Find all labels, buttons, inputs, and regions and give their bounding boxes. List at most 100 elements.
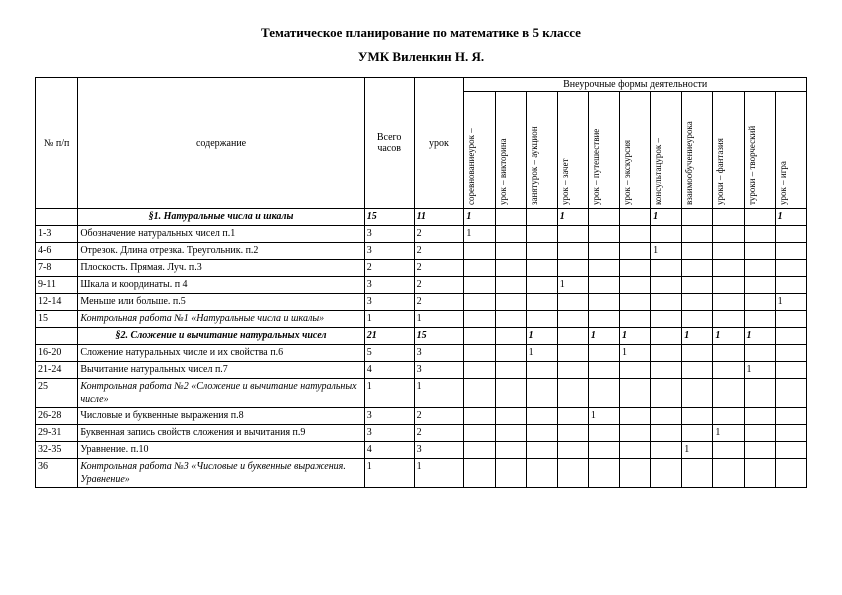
cell-form xyxy=(526,226,557,243)
cell-form xyxy=(464,408,495,425)
cell-total: 1 xyxy=(364,459,414,488)
cell-form xyxy=(744,243,775,260)
cell-lesson: 2 xyxy=(414,226,464,243)
cell-form: 1 xyxy=(526,328,557,345)
cell-form: 1 xyxy=(588,408,619,425)
cell-num: 7-8 xyxy=(36,260,78,277)
cell-form xyxy=(682,226,713,243)
cell-total: 15 xyxy=(364,209,414,226)
cell-form: 1 xyxy=(775,209,806,226)
cell-lesson: 15 xyxy=(414,328,464,345)
cell-form xyxy=(557,362,588,379)
cell-form xyxy=(526,408,557,425)
cell-form xyxy=(744,294,775,311)
table-row: §1. Натуральные числа и шкалы15111111 xyxy=(36,209,807,226)
cell-content: Контрольная работа №2 «Сложение и вычита… xyxy=(78,379,364,408)
cell-form xyxy=(557,226,588,243)
cell-num: 29-31 xyxy=(36,425,78,442)
cell-form xyxy=(495,311,526,328)
cell-form: 1 xyxy=(557,277,588,294)
header-form-2: занятурок – аукцион xyxy=(526,92,557,209)
cell-form xyxy=(588,209,619,226)
table-row: 21-24Вычитание натуральных чисел п.7431 xyxy=(36,362,807,379)
cell-form xyxy=(744,209,775,226)
page-title: Тематическое планирование по математике … xyxy=(35,25,807,41)
cell-form xyxy=(588,311,619,328)
cell-form: 1 xyxy=(713,425,744,442)
cell-form xyxy=(620,459,651,488)
table-row: 15Контрольная работа №1 «Натуральные чис… xyxy=(36,311,807,328)
header-forms-group: Внеурочные формы деятельности xyxy=(464,78,807,92)
cell-num: 36 xyxy=(36,459,78,488)
cell-form xyxy=(682,425,713,442)
cell-form xyxy=(775,408,806,425)
cell-total: 3 xyxy=(364,277,414,294)
cell-form xyxy=(620,425,651,442)
cell-form xyxy=(526,294,557,311)
cell-form xyxy=(620,209,651,226)
cell-lesson: 2 xyxy=(414,425,464,442)
cell-lesson: 2 xyxy=(414,408,464,425)
cell-form xyxy=(682,260,713,277)
cell-form xyxy=(775,260,806,277)
cell-form xyxy=(526,209,557,226)
cell-form xyxy=(526,442,557,459)
cell-num: 16-20 xyxy=(36,345,78,362)
cell-form xyxy=(744,425,775,442)
header-form-7: взаимообучениеурока xyxy=(682,92,713,209)
cell-form xyxy=(495,345,526,362)
header-form-3: урок – зачет xyxy=(557,92,588,209)
cell-form xyxy=(713,442,744,459)
cell-form xyxy=(744,408,775,425)
cell-content: Шкала и координаты. п 4 xyxy=(78,277,364,294)
cell-total: 21 xyxy=(364,328,414,345)
cell-form xyxy=(620,260,651,277)
cell-form: 1 xyxy=(651,209,682,226)
header-lesson: урок xyxy=(414,78,464,209)
cell-form xyxy=(620,379,651,408)
cell-form xyxy=(713,311,744,328)
cell-form xyxy=(775,345,806,362)
cell-total: 3 xyxy=(364,425,414,442)
cell-num: 4-6 xyxy=(36,243,78,260)
cell-form xyxy=(495,328,526,345)
cell-form xyxy=(557,425,588,442)
cell-lesson: 3 xyxy=(414,442,464,459)
cell-form xyxy=(495,226,526,243)
cell-form xyxy=(682,408,713,425)
cell-lesson: 2 xyxy=(414,243,464,260)
table-row: 29-31Буквенная запись свойств сложения и… xyxy=(36,425,807,442)
cell-form xyxy=(713,379,744,408)
planning-table: № п/п содержание Всего часов урок Внеуро… xyxy=(35,77,807,488)
cell-total: 5 xyxy=(364,345,414,362)
cell-lesson: 1 xyxy=(414,379,464,408)
cell-form xyxy=(682,379,713,408)
cell-form: 1 xyxy=(713,328,744,345)
cell-form xyxy=(651,328,682,345)
cell-form xyxy=(651,311,682,328)
table-row: 36Контрольная работа №3 «Числовые и букв… xyxy=(36,459,807,488)
table-row: 25Контрольная работа №2 «Сложение и вычи… xyxy=(36,379,807,408)
cell-form xyxy=(620,408,651,425)
cell-num xyxy=(36,328,78,345)
cell-form xyxy=(557,243,588,260)
cell-num: 9-11 xyxy=(36,277,78,294)
table-row: 32-35Уравнение. п.10431 xyxy=(36,442,807,459)
cell-num: 26-28 xyxy=(36,408,78,425)
cell-form xyxy=(495,362,526,379)
cell-form xyxy=(464,328,495,345)
cell-form xyxy=(464,459,495,488)
cell-form: 1 xyxy=(682,442,713,459)
cell-form xyxy=(651,379,682,408)
cell-lesson: 2 xyxy=(414,277,464,294)
header-num: № п/п xyxy=(36,78,78,209)
cell-form xyxy=(495,243,526,260)
cell-content: Меньше или больше. п.5 xyxy=(78,294,364,311)
cell-lesson: 11 xyxy=(414,209,464,226)
cell-form xyxy=(526,425,557,442)
cell-form xyxy=(526,260,557,277)
cell-total: 1 xyxy=(364,311,414,328)
cell-form xyxy=(775,277,806,294)
cell-form xyxy=(557,260,588,277)
cell-form xyxy=(526,243,557,260)
